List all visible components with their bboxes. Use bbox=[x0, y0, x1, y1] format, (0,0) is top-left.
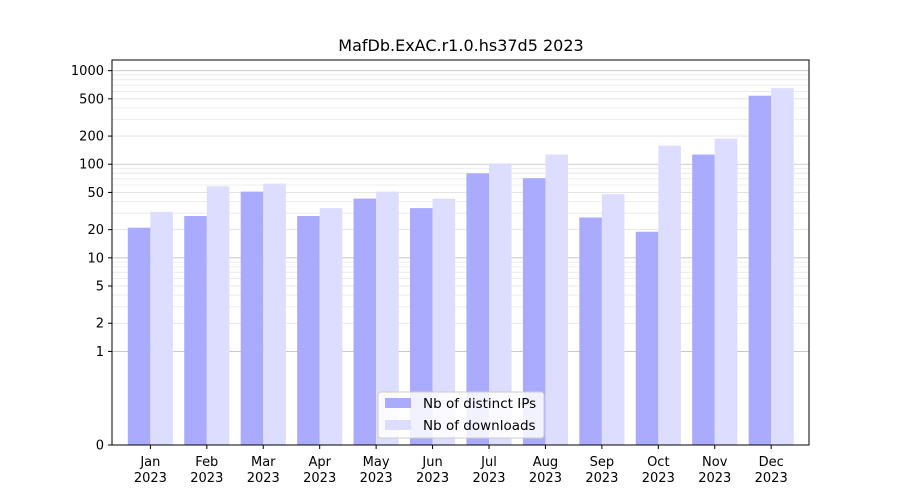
bar-nb-of-distinct-ips bbox=[748, 95, 772, 445]
y-tick-label: 0 bbox=[96, 439, 104, 454]
x-tick-label: Jan 2023 bbox=[134, 455, 167, 486]
bar-nb-of-downloads bbox=[601, 194, 625, 445]
legend-label-distinct-ips: Nb of distinct IPs bbox=[423, 396, 536, 412]
y-tick-label: 10 bbox=[87, 251, 104, 266]
y-tick-label: 500 bbox=[79, 92, 104, 107]
bar-nb-of-distinct-ips bbox=[579, 217, 602, 445]
bar-nb-of-distinct-ips bbox=[127, 227, 151, 445]
bar-nb-of-distinct-ips bbox=[409, 208, 433, 445]
legend-swatch-downloads bbox=[385, 420, 411, 430]
x-axis: Jan 2023 Feb 2023 Mar 2023 Apr 2023 May 2023 Jun 20… bbox=[134, 445, 788, 486]
x-tick-label: Jun 2023 bbox=[416, 455, 449, 486]
y-tick-label: 200 bbox=[79, 130, 104, 145]
y-tick-label: 5 bbox=[96, 280, 104, 295]
y-tick-label: 1 bbox=[96, 345, 104, 360]
bar-nb-of-downloads bbox=[489, 163, 512, 445]
bar-nb-of-distinct-ips bbox=[522, 178, 546, 445]
y-tick-label: 1000 bbox=[71, 64, 104, 79]
bar-nb-of-distinct-ips bbox=[353, 198, 377, 445]
bar-nb-of-downloads bbox=[545, 154, 569, 445]
x-tick-label: May 2023 bbox=[360, 455, 393, 486]
bar-nb-of-downloads bbox=[150, 211, 173, 445]
x-tick-label: Dec 2023 bbox=[755, 455, 788, 486]
bar-nb-of-distinct-ips bbox=[240, 191, 264, 445]
legend: Nb of distinct IPs Nb of downloads bbox=[377, 391, 545, 439]
bar-nb-of-distinct-ips bbox=[466, 173, 490, 445]
legend-box bbox=[377, 391, 545, 439]
y-tick-label: 50 bbox=[87, 186, 104, 201]
legend-swatch-distinct-ips bbox=[385, 398, 411, 408]
x-tick-label: Nov 2023 bbox=[698, 455, 731, 486]
x-tick-label: Oct 2023 bbox=[642, 455, 675, 486]
x-tick-label: Apr 2023 bbox=[303, 455, 336, 486]
bar-nb-of-distinct-ips bbox=[635, 231, 659, 445]
bar-nb-of-distinct-ips bbox=[692, 154, 715, 445]
x-tick-label: Jul 2023 bbox=[472, 455, 505, 486]
y-axis: 0 1 2 5 10 20 50 100 200 500 1000 bbox=[71, 64, 112, 454]
bar-nb-of-distinct-ips bbox=[297, 215, 320, 445]
bar-nb-of-downloads bbox=[771, 88, 794, 446]
bar-nb-of-downloads bbox=[319, 208, 343, 445]
bar-nb-of-downloads bbox=[376, 191, 399, 445]
bar-nb-of-distinct-ips bbox=[184, 215, 207, 445]
bar-nb-of-downloads bbox=[714, 138, 738, 445]
bar-nb-of-downloads bbox=[263, 183, 286, 445]
y-tick-label: 2 bbox=[96, 317, 104, 332]
plot-frame bbox=[111, 59, 810, 446]
bar-nb-of-downloads bbox=[432, 198, 456, 445]
bar-nb-of-downloads bbox=[206, 186, 230, 445]
x-tick-label: Feb 2023 bbox=[190, 455, 223, 486]
x-tick-label: Sep 2023 bbox=[585, 455, 618, 486]
chart-title: MafDb.ExAC.r1.0.hs37d5 2023 bbox=[338, 36, 583, 55]
x-tick-label: Aug 2023 bbox=[529, 455, 562, 486]
y-tick-label: 100 bbox=[79, 158, 104, 173]
bar-nb-of-downloads bbox=[658, 145, 681, 445]
legend-label-downloads: Nb of downloads bbox=[423, 418, 536, 434]
y-tick-label: 20 bbox=[87, 223, 104, 238]
x-tick-label: Mar 2023 bbox=[247, 455, 280, 486]
bars-layer bbox=[127, 88, 794, 446]
